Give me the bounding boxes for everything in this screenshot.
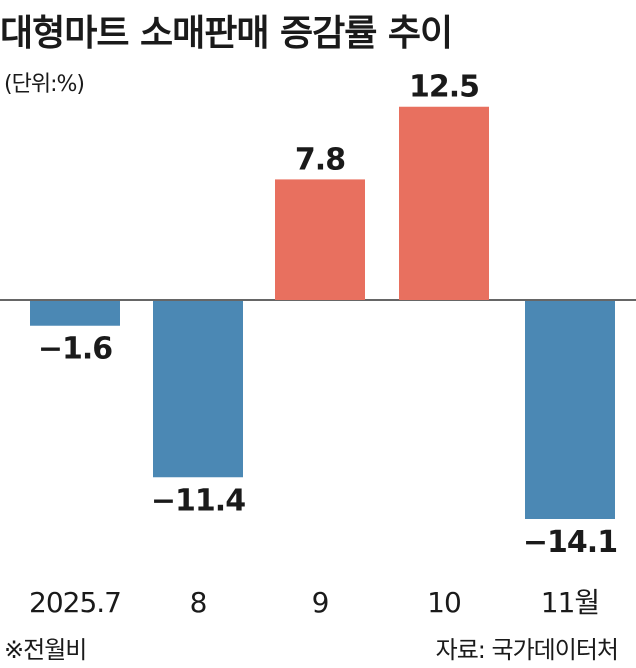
source-text: 자료: 국가데이터처: [435, 636, 619, 664]
category-label-4: 11월: [541, 586, 599, 619]
bar-0: [30, 301, 120, 326]
unit-label: (단위:%): [4, 72, 85, 97]
value-label-0: −1.6: [38, 332, 112, 367]
bar-3: [399, 106, 489, 301]
value-label-2: 7.8: [295, 142, 345, 177]
chart-title: 대형마트 소매판매 증감률 추이: [0, 13, 453, 54]
value-label-3: 12.5: [409, 70, 479, 105]
category-label-0: 2025.7: [29, 586, 121, 619]
category-label-2: 9: [312, 586, 329, 619]
bar-1: [153, 301, 243, 478]
bar-4: [525, 301, 615, 519]
value-label-4: −14.1: [523, 525, 617, 560]
value-label-1: −11.4: [151, 483, 245, 518]
category-label-3: 10: [427, 586, 461, 619]
note-text: ※전월비: [4, 636, 87, 664]
bar-2: [275, 179, 365, 300]
category-label-1: 8: [190, 586, 207, 619]
